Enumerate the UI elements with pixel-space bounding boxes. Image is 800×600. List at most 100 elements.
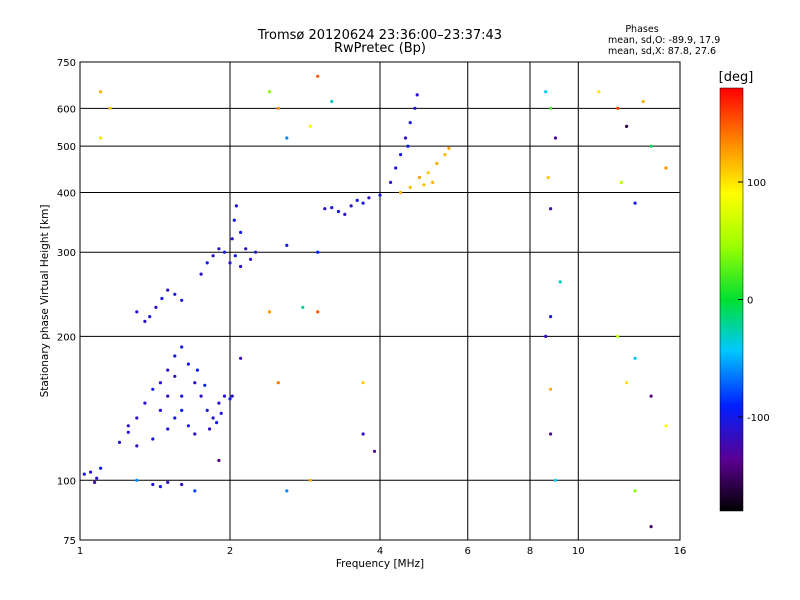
data-point [230,237,234,241]
data-point [143,401,147,405]
x-axis-ticks: 1 2 4 6 8 10 16 [77,546,687,557]
data-point [546,175,550,180]
data-point [108,106,112,110]
data-point [99,136,103,140]
x-tick-label: 8 [527,546,533,557]
data-point [619,180,623,184]
data-point [413,106,417,110]
colorbar-tick-label: 0 [747,296,753,307]
data-point [549,106,553,110]
data-point [330,206,334,210]
data-point [301,305,305,309]
data-point [99,90,103,94]
data-point [99,466,103,470]
data-point [285,489,289,493]
data-point [180,298,184,302]
data-point [199,272,203,276]
data-point [549,387,553,391]
data-point [239,264,243,269]
data-point [217,401,221,405]
data-point [316,310,320,314]
data-point [95,476,99,480]
x-tick-label: 2 [227,546,233,557]
data-point [228,397,232,401]
data-point [378,193,382,197]
data-point [222,394,227,398]
data-point [649,144,653,148]
data-point [233,254,237,258]
data-point [166,394,170,398]
data-point [180,345,184,349]
data-point [616,106,620,110]
data-point [549,207,553,211]
data-point [323,207,327,211]
y-tick-label: 400 [57,188,76,199]
data-point [219,411,223,415]
y-axis-label: Stationary phase Virtual Height [km] [39,205,51,398]
data-point [426,171,430,175]
data-point [239,230,243,234]
y-tick-label: 300 [57,248,76,259]
data-point [195,368,199,372]
data-point [625,381,629,385]
data-point [285,243,289,247]
y-tick-label: 750 [57,58,76,69]
data-point [180,482,184,487]
data-point [625,124,629,128]
colorbar-tick-label: -100 [747,413,770,424]
data-point [211,416,215,420]
data-point [285,136,289,140]
data-point [361,201,365,205]
data-point [633,356,637,360]
data-point [308,478,312,482]
data-point [180,408,184,412]
data-point [403,136,408,140]
data-point [151,387,155,391]
data-point [406,144,410,148]
data-point [193,432,197,436]
data-point [148,315,152,319]
data-point [316,250,320,254]
data-point [217,458,221,463]
data-point [415,93,419,97]
data-point [443,153,447,157]
data-point [633,489,637,493]
data-point [253,250,258,254]
colorbar-label: [deg] [719,70,754,85]
data-point [664,166,668,170]
data-point [230,394,234,398]
data-point [422,183,426,187]
data-point [597,90,601,94]
data-point [361,381,365,385]
data-point [249,257,253,261]
data-point [553,136,558,140]
data-point [211,254,215,258]
data-point [117,440,122,444]
data-point [173,416,177,420]
chart-title: Tromsø 20120624 23:36:00–23:37:43 [257,28,502,43]
data-point [158,485,162,489]
y-tick-label: 200 [57,332,76,343]
data-point [89,470,93,474]
data-point [649,525,653,529]
data-point [215,421,219,425]
data-point [553,478,558,482]
data-point [135,310,139,314]
data-point [372,449,377,453]
y-tick-label: 600 [57,104,76,115]
data-points [82,74,668,529]
data-point [349,204,353,208]
data-point [166,368,170,372]
data-point [193,489,197,493]
data-point [330,99,334,104]
data-point [166,288,170,292]
data-point [173,354,177,358]
data-point [447,146,451,150]
data-point [239,356,243,360]
data-point [244,247,248,251]
data-point [143,319,147,323]
data-point [408,121,412,125]
data-point [228,261,232,265]
data-point [544,334,548,338]
data-point [558,280,562,284]
